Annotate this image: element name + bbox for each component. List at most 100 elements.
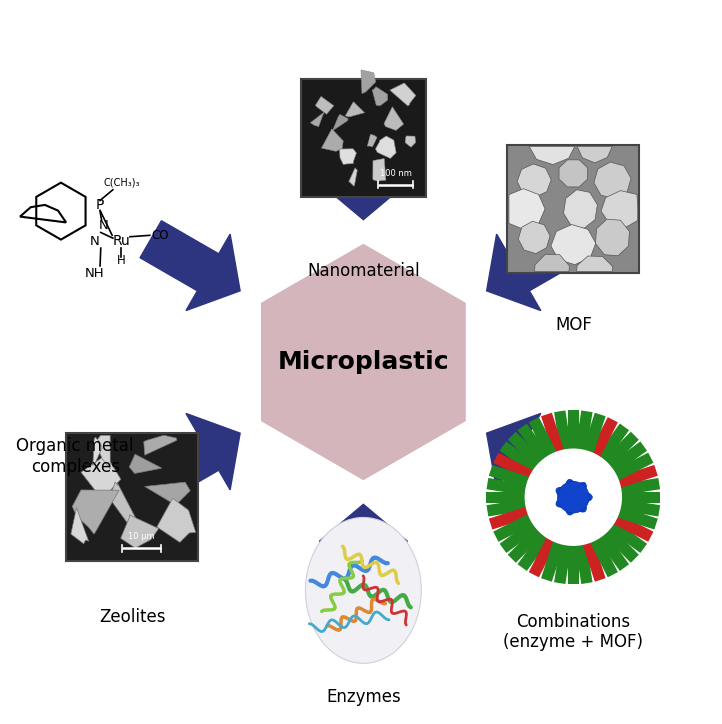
Polygon shape bbox=[577, 256, 613, 272]
Polygon shape bbox=[559, 160, 588, 187]
Polygon shape bbox=[367, 135, 377, 147]
Polygon shape bbox=[487, 478, 529, 496]
Ellipse shape bbox=[573, 492, 592, 502]
Polygon shape bbox=[602, 432, 639, 468]
Text: Enzymes: Enzymes bbox=[326, 688, 401, 706]
Polygon shape bbox=[563, 190, 597, 228]
Polygon shape bbox=[144, 435, 177, 455]
Circle shape bbox=[508, 432, 639, 563]
Polygon shape bbox=[554, 411, 572, 452]
Polygon shape bbox=[373, 159, 386, 181]
Polygon shape bbox=[310, 112, 324, 127]
Polygon shape bbox=[72, 490, 119, 534]
Polygon shape bbox=[373, 87, 388, 106]
Polygon shape bbox=[518, 424, 551, 463]
Bar bbox=[508, 145, 639, 273]
Text: H: H bbox=[117, 254, 126, 267]
Bar bbox=[301, 79, 426, 196]
Polygon shape bbox=[567, 411, 579, 451]
Polygon shape bbox=[93, 437, 103, 466]
Polygon shape bbox=[554, 542, 572, 584]
Polygon shape bbox=[349, 168, 357, 186]
Bar bbox=[66, 433, 198, 561]
Polygon shape bbox=[319, 505, 407, 607]
Polygon shape bbox=[589, 417, 618, 459]
Polygon shape bbox=[493, 452, 535, 481]
Text: C(CH₃)₃: C(CH₃)₃ bbox=[103, 177, 139, 188]
Polygon shape bbox=[493, 513, 535, 542]
Polygon shape bbox=[518, 531, 551, 571]
Polygon shape bbox=[615, 465, 658, 489]
Polygon shape bbox=[618, 499, 660, 516]
Polygon shape bbox=[489, 506, 531, 529]
Polygon shape bbox=[345, 102, 365, 117]
Text: N: N bbox=[90, 235, 99, 248]
Polygon shape bbox=[529, 536, 557, 577]
Polygon shape bbox=[508, 526, 544, 563]
Ellipse shape bbox=[556, 487, 573, 500]
Polygon shape bbox=[575, 411, 593, 452]
Polygon shape bbox=[582, 539, 606, 581]
Polygon shape bbox=[596, 531, 629, 571]
Polygon shape bbox=[517, 164, 551, 197]
Polygon shape bbox=[140, 413, 240, 503]
Circle shape bbox=[525, 448, 622, 546]
Text: 100 nm: 100 nm bbox=[380, 169, 412, 177]
Text: CO: CO bbox=[152, 229, 169, 242]
Polygon shape bbox=[601, 190, 638, 227]
Polygon shape bbox=[487, 221, 587, 311]
Polygon shape bbox=[607, 442, 647, 475]
Polygon shape bbox=[518, 222, 550, 253]
Circle shape bbox=[557, 481, 589, 513]
Polygon shape bbox=[618, 478, 660, 496]
Polygon shape bbox=[612, 452, 653, 481]
Polygon shape bbox=[596, 424, 629, 463]
Ellipse shape bbox=[572, 496, 586, 512]
Text: Combinations
(enzyme + MOF): Combinations (enzyme + MOF) bbox=[503, 613, 643, 652]
Polygon shape bbox=[489, 465, 531, 489]
Polygon shape bbox=[384, 106, 404, 130]
Polygon shape bbox=[582, 413, 606, 455]
Polygon shape bbox=[500, 520, 539, 553]
Polygon shape bbox=[541, 413, 565, 455]
Polygon shape bbox=[607, 520, 647, 553]
Polygon shape bbox=[589, 536, 618, 577]
Polygon shape bbox=[602, 526, 639, 563]
Polygon shape bbox=[577, 146, 612, 163]
Text: Nanomaterial: Nanomaterial bbox=[307, 262, 419, 280]
Polygon shape bbox=[575, 542, 593, 584]
Polygon shape bbox=[529, 146, 575, 164]
Polygon shape bbox=[109, 482, 137, 523]
Ellipse shape bbox=[556, 494, 573, 508]
Polygon shape bbox=[509, 189, 545, 230]
Polygon shape bbox=[95, 435, 110, 469]
Polygon shape bbox=[321, 129, 343, 151]
Polygon shape bbox=[596, 219, 630, 256]
Polygon shape bbox=[487, 492, 527, 503]
Text: NH: NH bbox=[84, 266, 104, 279]
Ellipse shape bbox=[566, 479, 577, 498]
Polygon shape bbox=[612, 513, 653, 542]
Polygon shape bbox=[316, 96, 334, 114]
Polygon shape bbox=[140, 221, 240, 311]
Polygon shape bbox=[319, 117, 407, 219]
Polygon shape bbox=[615, 506, 658, 529]
Polygon shape bbox=[594, 162, 631, 199]
Polygon shape bbox=[71, 508, 89, 544]
Ellipse shape bbox=[566, 497, 577, 515]
Polygon shape bbox=[333, 114, 348, 130]
Polygon shape bbox=[157, 498, 196, 542]
Text: MOF: MOF bbox=[555, 316, 592, 334]
Text: Organic metal
complexes: Organic metal complexes bbox=[17, 437, 134, 476]
Polygon shape bbox=[541, 539, 565, 581]
Text: Zeolites: Zeolites bbox=[99, 607, 165, 626]
Polygon shape bbox=[361, 70, 375, 93]
Polygon shape bbox=[567, 543, 579, 584]
Polygon shape bbox=[390, 83, 416, 106]
Polygon shape bbox=[375, 136, 396, 159]
Polygon shape bbox=[144, 482, 190, 505]
Polygon shape bbox=[339, 148, 357, 164]
Polygon shape bbox=[405, 136, 416, 147]
Polygon shape bbox=[529, 417, 557, 459]
Polygon shape bbox=[551, 224, 596, 265]
